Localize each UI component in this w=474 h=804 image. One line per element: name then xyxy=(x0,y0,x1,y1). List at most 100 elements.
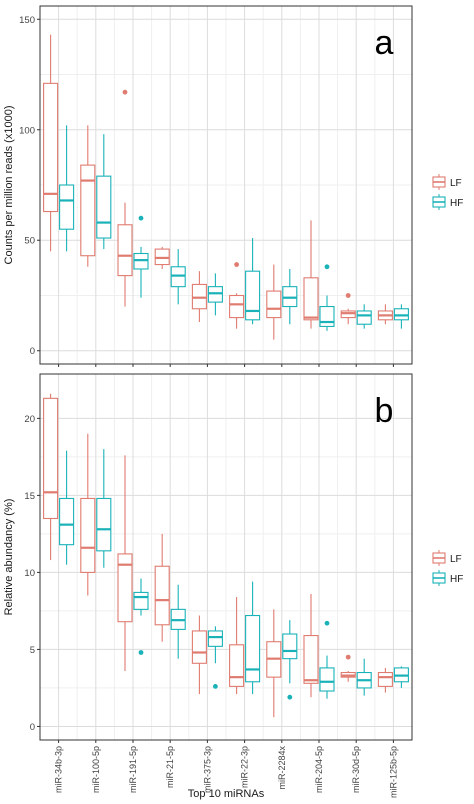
x-tick-label: miR-22-3p xyxy=(240,746,250,788)
box-LF-miR-22-3p xyxy=(229,262,245,329)
box-LF-miR-34b-3p xyxy=(43,393,59,561)
outlier-point xyxy=(345,293,351,298)
outlier-point xyxy=(138,650,144,655)
box-LF-miR-191-5p xyxy=(117,89,133,307)
x-tick-label: miR-30d-5p xyxy=(351,746,361,793)
legend: LF HF xyxy=(432,174,463,210)
plot-border xyxy=(39,5,413,365)
iqr-box xyxy=(170,266,186,288)
outlier-point xyxy=(234,262,240,267)
iqr-box xyxy=(356,310,372,325)
box-LF-miR-30d-5p xyxy=(340,293,356,325)
iqr-box xyxy=(303,277,319,321)
box-LF-miR-2284x xyxy=(266,264,282,340)
iqr-box xyxy=(319,667,335,692)
x-tick-label: miR-34b-3p xyxy=(54,746,64,793)
panel-label: b xyxy=(375,392,394,430)
panel-a: 0 50 100 150 a Counts per million reads (x100… xyxy=(3,5,463,367)
outlier-point xyxy=(324,620,330,626)
y-tick-label: 20 xyxy=(24,414,35,425)
box-HF-miR-22-3p xyxy=(245,238,261,325)
iqr-box xyxy=(133,252,149,270)
y-tick-label: 50 xyxy=(24,236,35,247)
iqr-box xyxy=(377,671,393,687)
x-axis-label: Top 10 miRNAs xyxy=(188,788,265,800)
box-LF-miR-21-5p xyxy=(154,533,170,642)
iqr-box xyxy=(43,397,59,520)
iqr-box xyxy=(59,497,75,546)
panel-b: 0 5 10 15 20 b Relative abundancy (%) Top 10 mi… xyxy=(3,373,463,800)
iqr-box xyxy=(154,248,170,266)
box-LF-miR-375-3p xyxy=(191,271,207,323)
iqr-box xyxy=(191,630,207,664)
iqr-box xyxy=(96,497,112,552)
iqr-box xyxy=(80,164,96,257)
y-axis-label: Relative abundancy (%) xyxy=(3,499,15,616)
box-HF-miR-2284x xyxy=(282,268,298,325)
iqr-box xyxy=(207,286,223,303)
box-HF-miR-2284x xyxy=(282,620,298,700)
box-LF-miR-22-3p xyxy=(229,597,245,695)
iqr-box xyxy=(80,497,96,573)
iqr-box xyxy=(117,224,133,277)
iqr-box xyxy=(43,82,59,213)
box-HF-miR-191-5p xyxy=(133,578,149,655)
box-LF-miR-100-5p xyxy=(80,125,96,267)
iqr-box xyxy=(266,290,282,319)
plot-border xyxy=(39,373,413,741)
y-tick-label: 0 xyxy=(30,346,35,357)
box-HF-miR-375-3p xyxy=(207,626,223,689)
box-HF-miR-22-3p xyxy=(245,581,261,695)
box-LF-miR-191-5p xyxy=(117,455,133,671)
box-LF-miR-100-5p xyxy=(80,433,96,596)
outlier-point xyxy=(213,683,218,689)
y-axis-label: Counts per million reads (x1000) xyxy=(3,106,15,265)
iqr-box xyxy=(303,635,319,684)
box-HF-miR-30d-5p xyxy=(356,304,372,329)
legend-label-LF: LF xyxy=(450,554,462,565)
box-HF-miR-125b-5p xyxy=(393,666,409,688)
iqr-box xyxy=(59,184,75,230)
iqr-box xyxy=(96,175,112,239)
box-HF-miR-21-5p xyxy=(170,249,186,305)
x-tick-label: miR-375-3p xyxy=(202,746,212,793)
box-HF-miR-204-5p xyxy=(319,264,335,331)
outlier-point xyxy=(345,654,351,660)
iqr-box xyxy=(207,630,223,647)
outlier-point xyxy=(122,89,128,95)
box-HF-miR-100-5p xyxy=(96,134,112,250)
y-tick-label: 100 xyxy=(19,125,35,136)
iqr-box xyxy=(245,270,261,321)
box-LF-miR-125b-5p xyxy=(377,667,393,693)
iqr-box xyxy=(340,310,356,319)
box-HF-miR-34b-3p xyxy=(59,450,75,565)
outlier-point xyxy=(138,215,144,221)
legend: LF HF xyxy=(432,550,463,586)
box-LF-miR-375-3p xyxy=(191,615,207,695)
iqr-box xyxy=(319,305,335,327)
iqr-box xyxy=(117,553,133,623)
box-HF-miR-21-5p xyxy=(170,584,186,659)
iqr-box xyxy=(282,633,298,660)
iqr-box xyxy=(154,565,170,626)
box-HF-miR-125b-5p xyxy=(393,304,409,329)
box-HF-miR-30d-5p xyxy=(356,658,372,696)
iqr-box xyxy=(229,294,245,319)
iqr-box xyxy=(282,286,298,308)
box-LF-miR-2284x xyxy=(266,609,282,718)
legend-label-HF: HF xyxy=(450,574,463,585)
x-tick-label: miR-21-5p xyxy=(165,746,175,788)
box-LF-miR-21-5p xyxy=(154,246,170,269)
box-HF-miR-375-3p xyxy=(207,273,223,316)
box-LF-miR-125b-5p xyxy=(377,304,393,325)
x-tick-label: miR-100-5p xyxy=(91,746,101,793)
box-HF-miR-204-5p xyxy=(319,620,335,699)
x-tick-label: miR-2284x xyxy=(277,746,287,790)
box-LF-miR-30d-5p xyxy=(340,654,356,682)
box-LF-miR-204-5p xyxy=(303,220,319,329)
box-HF-miR-34b-3p xyxy=(59,125,75,252)
y-tick-label: 150 xyxy=(19,15,35,26)
iqr-box xyxy=(133,591,149,610)
x-tick-label: miR-125b-5p xyxy=(388,746,398,798)
panel-label: a xyxy=(375,24,394,62)
